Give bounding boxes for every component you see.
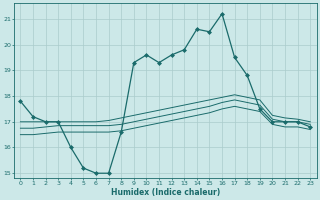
X-axis label: Humidex (Indice chaleur): Humidex (Indice chaleur) [111, 188, 220, 197]
